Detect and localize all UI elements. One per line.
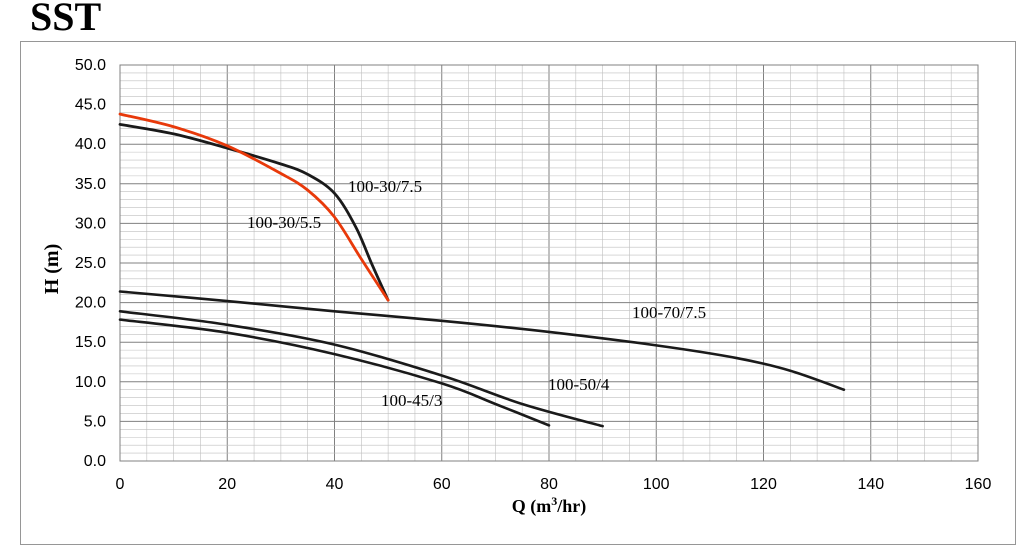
svg-text:30.0: 30.0 bbox=[75, 215, 106, 232]
svg-text:40: 40 bbox=[326, 476, 344, 493]
svg-text:50.0: 50.0 bbox=[75, 57, 106, 74]
svg-text:120: 120 bbox=[750, 476, 777, 493]
svg-text:5.0: 5.0 bbox=[84, 413, 106, 430]
svg-text:60: 60 bbox=[433, 476, 451, 493]
svg-text:10.0: 10.0 bbox=[75, 374, 106, 391]
svg-text:45.0: 45.0 bbox=[75, 97, 106, 114]
svg-text:100-70/7.5: 100-70/7.5 bbox=[632, 303, 706, 322]
svg-text:15.0: 15.0 bbox=[75, 334, 106, 351]
svg-text:140: 140 bbox=[857, 476, 884, 493]
svg-text:100-45/3: 100-45/3 bbox=[381, 391, 442, 410]
svg-text:20.0: 20.0 bbox=[75, 295, 106, 312]
svg-text:100: 100 bbox=[643, 476, 670, 493]
svg-text:40.0: 40.0 bbox=[75, 136, 106, 153]
svg-text:35.0: 35.0 bbox=[75, 176, 106, 193]
svg-text:H (m): H (m) bbox=[41, 244, 63, 295]
svg-text:80: 80 bbox=[540, 476, 558, 493]
svg-text:100-30/5.5: 100-30/5.5 bbox=[247, 213, 321, 232]
svg-text:Q (m3/hr): Q (m3/hr) bbox=[512, 494, 587, 517]
svg-text:20: 20 bbox=[218, 476, 236, 493]
svg-text:100-50/4: 100-50/4 bbox=[548, 375, 610, 394]
svg-text:0: 0 bbox=[116, 476, 125, 493]
svg-text:100-30/7.5: 100-30/7.5 bbox=[348, 177, 422, 196]
svg-text:160: 160 bbox=[965, 476, 992, 493]
svg-text:25.0: 25.0 bbox=[75, 255, 106, 272]
svg-text:0.0: 0.0 bbox=[84, 453, 106, 470]
